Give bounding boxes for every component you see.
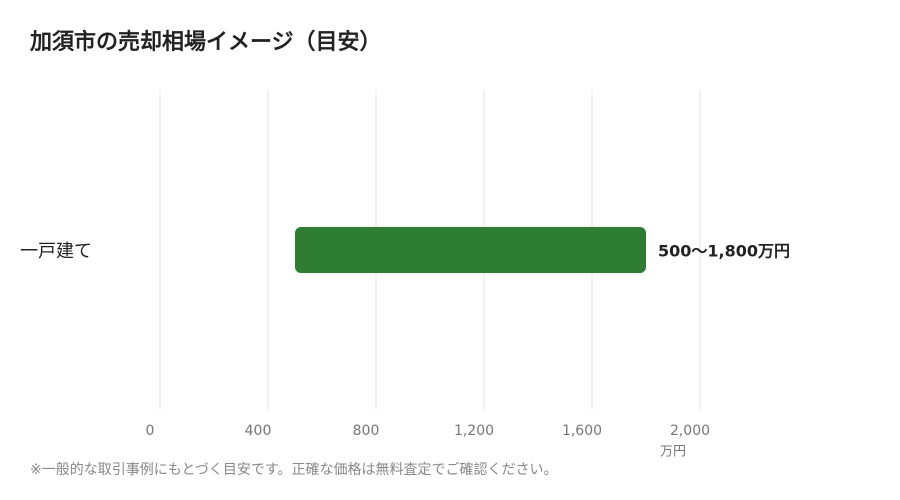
x-tick-label: 1,600	[562, 423, 602, 439]
x-tick-label: 2,000	[670, 423, 710, 439]
x-axis-label: 万円	[660, 445, 686, 460]
x-tick-label: 800	[353, 423, 380, 439]
chart-title: 加須市の売却相場イメージ（目安）	[29, 29, 382, 55]
footnote: ※一般的な取引事例にもとづく目安です。正確な価格は無料査定でご確認ください。	[30, 462, 558, 478]
x-tick-label: 400	[245, 423, 272, 439]
x-tick-label: 0	[146, 423, 155, 439]
x-tick-label: 1,200	[454, 423, 494, 439]
y-tick-label: 一戸建て	[20, 241, 92, 262]
bar	[295, 227, 646, 273]
value-label: 500〜1,800万円	[658, 242, 790, 261]
